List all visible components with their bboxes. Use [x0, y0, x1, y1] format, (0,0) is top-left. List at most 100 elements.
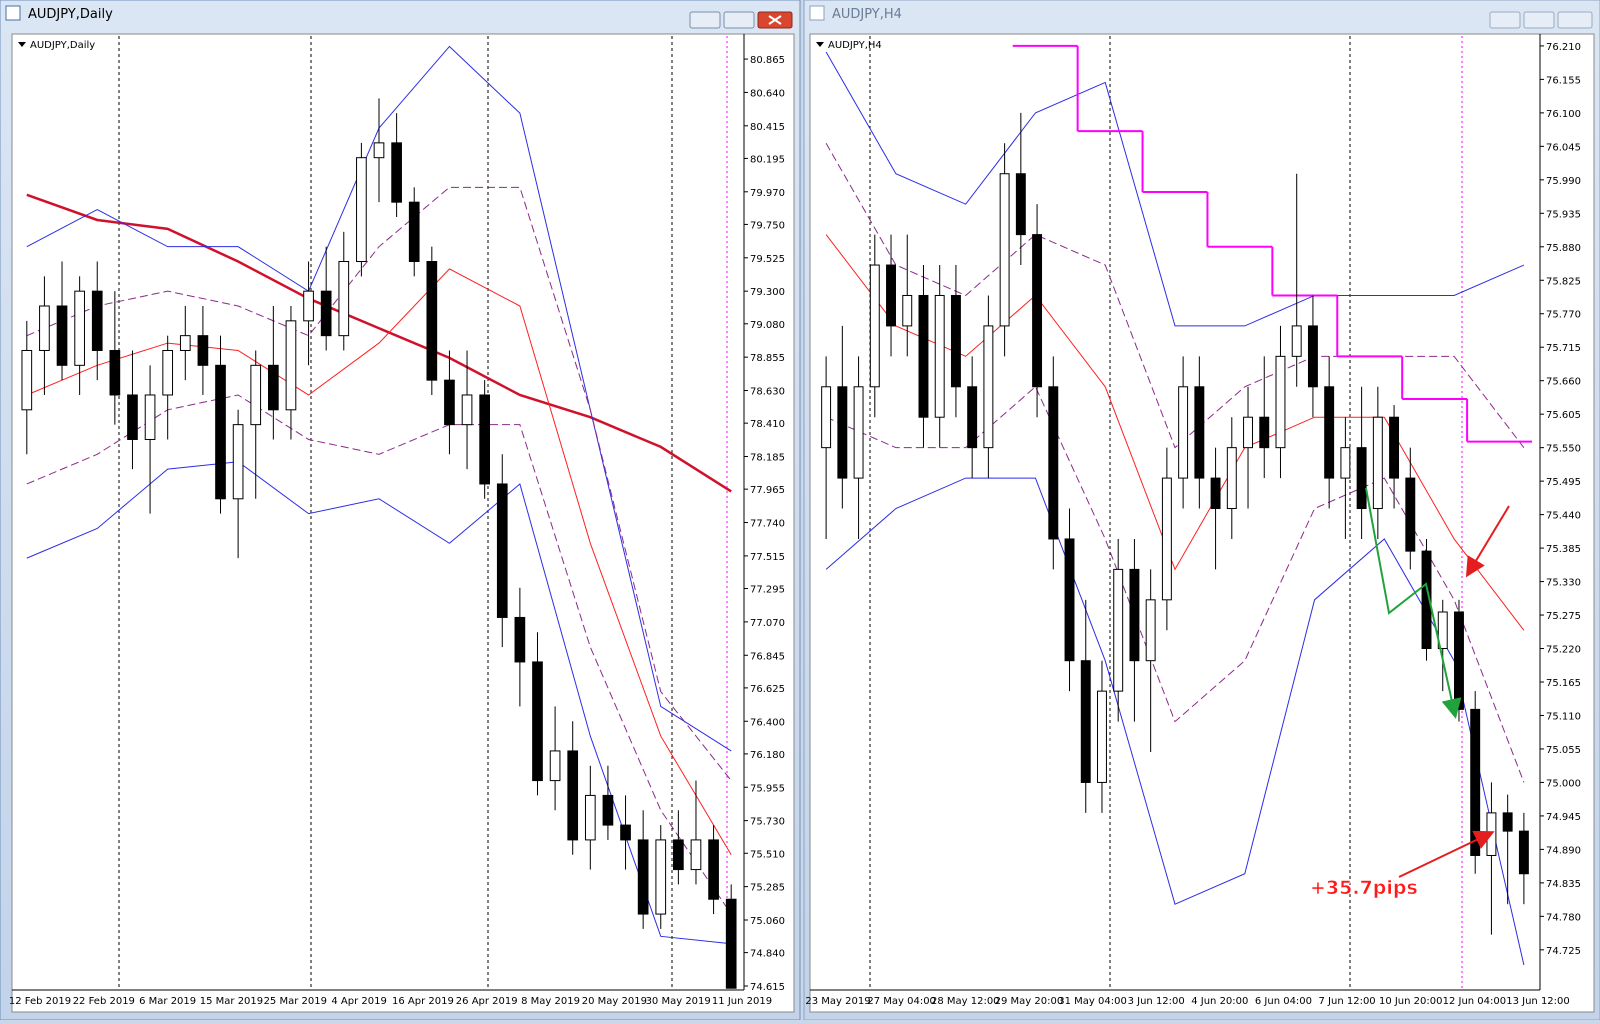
x-tick-label: 16 Apr 2019 — [392, 996, 454, 1007]
y-tick-label: 75.220 — [1546, 645, 1581, 656]
maximize-button[interactable] — [723, 11, 755, 29]
x-tick-label: 10 Jun 20:00 — [1379, 996, 1443, 1007]
y-tick-label: 75.495 — [1546, 477, 1581, 488]
candle-body — [1113, 568, 1124, 692]
y-tick-label: 74.615 — [750, 982, 785, 993]
y-tick-label: 76.155 — [1546, 75, 1581, 86]
y-tick-label: 75.055 — [1546, 745, 1581, 756]
candle-body — [837, 386, 848, 479]
maximize-button[interactable] — [1523, 11, 1555, 29]
candle-body — [408, 201, 420, 263]
candle-body — [1437, 611, 1448, 650]
candle-body — [144, 394, 156, 440]
y-tick-label: 76.210 — [1546, 42, 1581, 53]
candle-body — [853, 386, 864, 479]
window-title: AUDJPY,H4 — [832, 7, 902, 22]
x-tick-label: 28 May 12:00 — [931, 996, 1000, 1007]
indicator-line — [825, 51, 1525, 327]
y-tick-label: 75.110 — [1546, 711, 1581, 722]
y-tick-label: 74.890 — [1546, 845, 1581, 856]
x-tick-label: 13 Jun 12:00 — [1506, 996, 1570, 1007]
x-tick-label: 26 Apr 2019 — [456, 996, 518, 1007]
y-tick-label: 78.185 — [750, 453, 785, 464]
y-tick-label: 76.400 — [750, 717, 785, 728]
x-tick-label: 11 Jun 2019 — [712, 996, 772, 1007]
plot — [821, 44, 1532, 966]
y-tick-label: 79.525 — [750, 254, 785, 265]
y-tick-label: 75.550 — [1546, 444, 1581, 455]
y-tick-label: 76.625 — [750, 684, 785, 695]
indicator-line — [26, 394, 732, 915]
chart-label-marker — [816, 42, 824, 47]
candle-body — [356, 157, 367, 263]
candle-body — [514, 616, 526, 663]
y-tick-label: 75.990 — [1546, 176, 1581, 187]
y-tick-label: 76.045 — [1546, 142, 1581, 153]
y-tick-label: 77.515 — [750, 552, 785, 563]
candle-body — [655, 839, 667, 915]
candle-body — [567, 750, 579, 841]
candle-body — [1015, 173, 1026, 236]
candle-body — [461, 394, 473, 426]
y-tick-label: 75.825 — [1546, 276, 1581, 287]
candle-body — [127, 394, 138, 440]
candle-body — [267, 364, 279, 411]
x-tick-label: 4 Apr 2019 — [331, 996, 386, 1007]
y-tick-label: 75.715 — [1546, 343, 1581, 354]
chart-label: AUDJPY,H4 — [828, 40, 882, 51]
y-tick-label: 74.725 — [1546, 946, 1581, 957]
candle-body — [1226, 447, 1237, 510]
candle-body — [215, 364, 226, 500]
candle-body — [918, 294, 929, 418]
y-tick-label: 78.855 — [750, 353, 785, 364]
candle-body — [426, 261, 438, 381]
y-tick-label: 79.970 — [750, 188, 785, 199]
candle-body — [320, 290, 332, 337]
y-tick-label: 75.605 — [1546, 410, 1581, 421]
window-icon — [5, 5, 21, 21]
x-tick-label: 25 Mar 2019 — [264, 996, 327, 1007]
x-tick-label: 12 Feb 2019 — [9, 996, 71, 1007]
candle-body — [934, 294, 945, 418]
y-tick-label: 77.295 — [750, 585, 785, 596]
candle-body — [21, 349, 33, 411]
candle-body — [950, 294, 961, 388]
y-tick-label: 75.285 — [750, 883, 785, 894]
chart-area — [11, 33, 795, 1013]
candle-body — [1145, 599, 1156, 662]
y-tick-label: 75.730 — [750, 817, 785, 828]
candle-body — [1372, 416, 1383, 510]
candle-body — [39, 305, 50, 351]
candle-body — [496, 483, 508, 618]
minimize-button[interactable] — [689, 11, 721, 29]
candle-body — [250, 364, 262, 426]
candle-body — [1518, 830, 1529, 875]
y-tick-label: 79.300 — [750, 287, 785, 298]
candle-body — [479, 394, 491, 485]
y-tick-label: 75.770 — [1546, 310, 1581, 321]
x-tick-label: 7 Jun 12:00 — [1319, 996, 1376, 1007]
candle-body — [602, 794, 614, 826]
candle-body — [91, 290, 103, 351]
y-tick-label: 79.750 — [750, 220, 785, 231]
candle-body — [620, 824, 631, 841]
y-tick-label: 80.415 — [750, 122, 785, 133]
indicator-line — [825, 143, 1525, 449]
x-tick-label: 6 Mar 2019 — [139, 996, 196, 1007]
annotation-arrows — [1365, 487, 1510, 878]
minimize-button[interactable] — [1489, 11, 1521, 29]
y-tick-label: 75.880 — [1546, 243, 1581, 254]
candle-body — [673, 839, 684, 871]
close-button[interactable] — [1557, 11, 1593, 29]
candle-body — [1356, 447, 1367, 510]
y-tick-label: 76.100 — [1546, 109, 1581, 120]
candle-body — [967, 386, 978, 449]
chart-layers: AUDJPY,Daily 80.865 80.640 80.415 80.195 79.9… — [9, 40, 1581, 1007]
candle-body — [162, 349, 174, 396]
y-tick-label: 74.840 — [750, 949, 785, 960]
y-tick-label: 76.845 — [750, 651, 785, 662]
candle-body — [690, 839, 702, 871]
indicator-line — [26, 268, 732, 855]
